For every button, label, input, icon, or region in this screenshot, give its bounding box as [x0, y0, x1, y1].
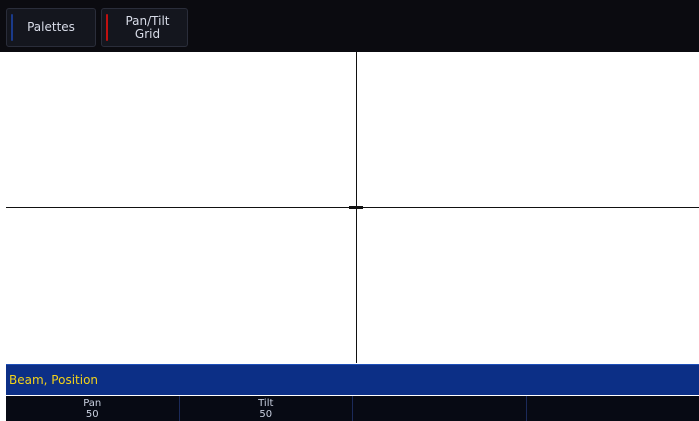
top-toolbar: Palettes Pan/Tilt Grid: [0, 0, 699, 52]
encoder-bar: Pan 50 Tilt 50: [6, 396, 699, 421]
pan-tilt-grid[interactable]: [6, 52, 699, 363]
pan-tilt-position-marker[interactable]: [349, 206, 363, 209]
tab-accent-bar: [11, 14, 13, 41]
encoder-name: Tilt: [258, 398, 274, 409]
encoder-pan[interactable]: Pan 50: [6, 396, 180, 421]
bottom-left-margin: [0, 364, 6, 421]
tab-palettes[interactable]: Palettes: [6, 8, 96, 47]
encoder-value: 50: [259, 409, 273, 420]
encoder-name: Pan: [83, 398, 102, 409]
tab-pan-tilt-grid-label: Pan/Tilt Grid: [125, 13, 170, 41]
grid-margin: [0, 52, 6, 363]
encoder-empty-4[interactable]: [527, 396, 699, 421]
encoder-empty-3[interactable]: [353, 396, 527, 421]
tab-accent-bar: [106, 14, 108, 41]
attribute-status-bar: Beam, Position: [6, 364, 699, 395]
encoder-value: 50: [85, 409, 99, 420]
encoder-tilt[interactable]: Tilt 50: [180, 396, 353, 421]
tab-palettes-label: Palettes: [27, 20, 75, 34]
attribute-group-label: Beam, Position: [9, 373, 99, 387]
tab-pan-tilt-grid[interactable]: Pan/Tilt Grid: [101, 8, 188, 47]
